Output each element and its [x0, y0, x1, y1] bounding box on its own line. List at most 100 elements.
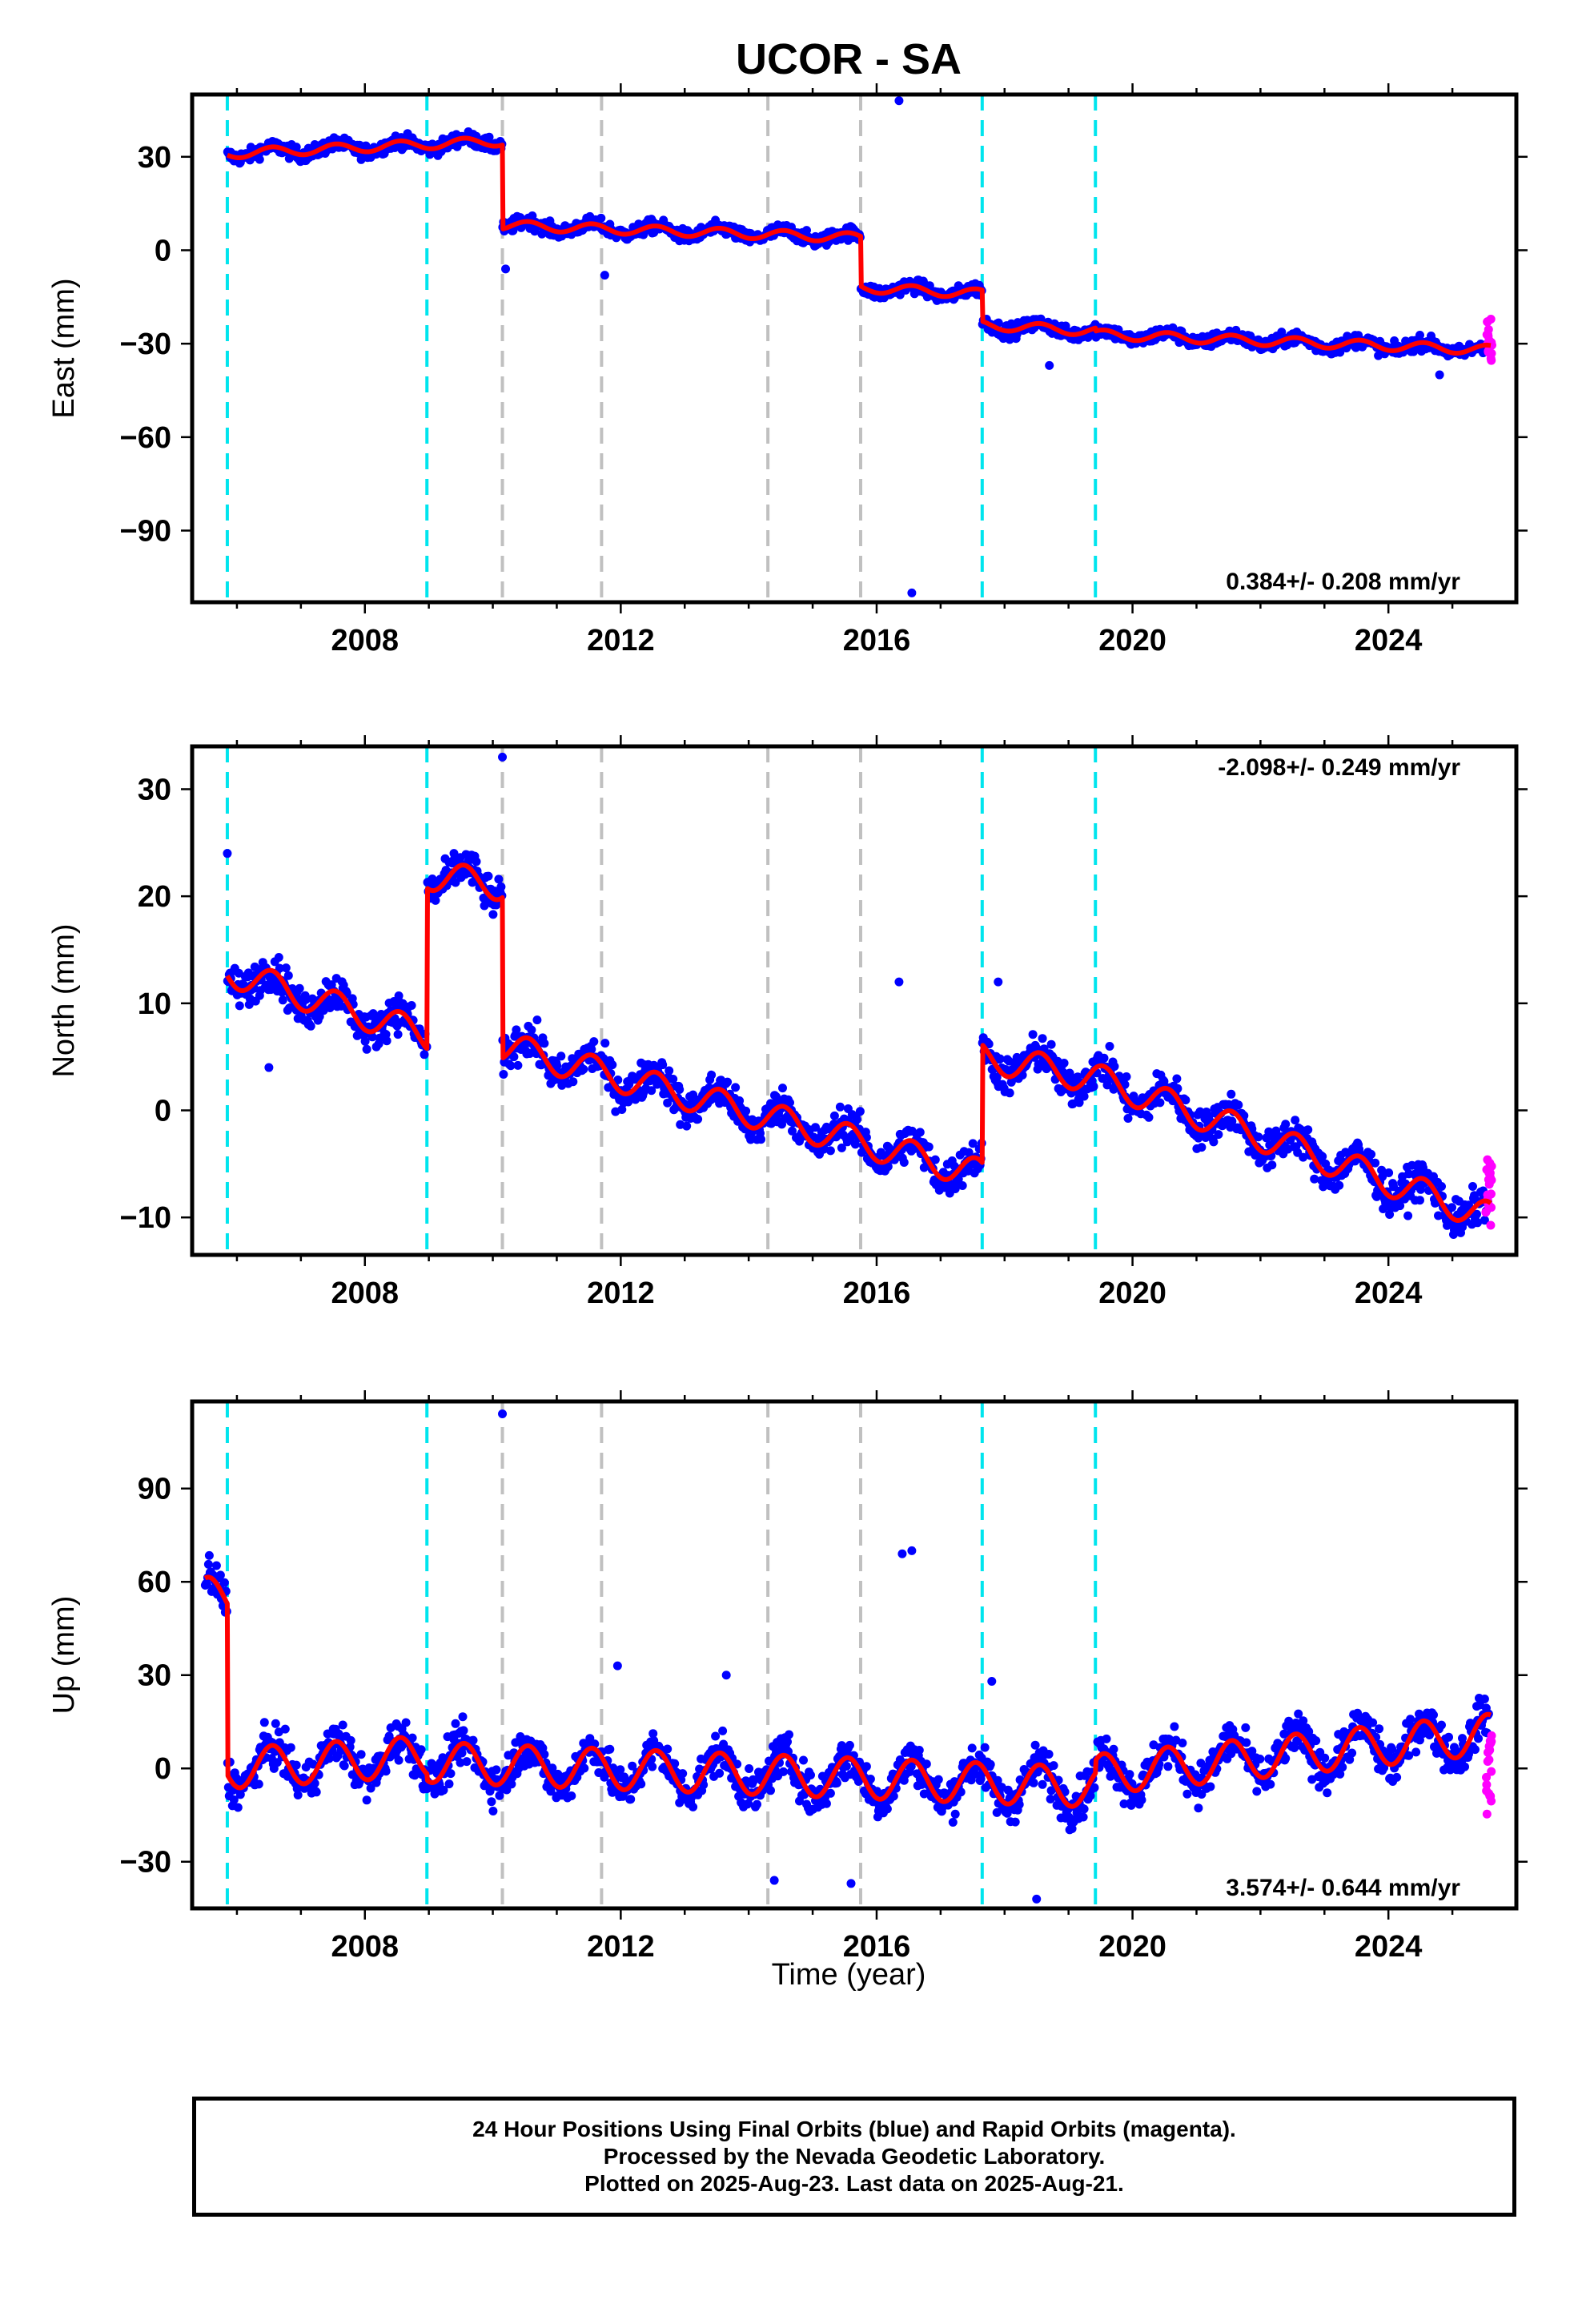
final-orbit-point [1038, 1034, 1047, 1043]
final-orbit-point [259, 1718, 269, 1727]
final-orbit-point [994, 318, 1003, 328]
final-orbit-point [663, 1744, 673, 1754]
x-tick-label: 2020 [1098, 1277, 1166, 1310]
final-orbit-point [1406, 1715, 1415, 1724]
final-orbit-point [980, 1743, 990, 1752]
y-tick-label: 0 [155, 234, 171, 267]
final-orbit-point [741, 1106, 751, 1116]
final-orbit-point [766, 1786, 775, 1795]
final-orbit-point [271, 1719, 280, 1728]
final-orbit-point [301, 995, 311, 1004]
final-orbit-point [295, 983, 304, 993]
final-orbit-point [958, 1181, 967, 1190]
final-orbit-point [203, 1559, 213, 1569]
final-orbit-point [1241, 1723, 1251, 1732]
final-orbit-point [986, 1759, 995, 1769]
final-orbit-point [1267, 1160, 1277, 1170]
final-orbit-point [393, 1030, 403, 1039]
final-orbit-point [1480, 1695, 1489, 1703]
chart-title: UCOR - SA [736, 35, 962, 83]
final-orbit-point [1044, 1750, 1054, 1759]
outlier-point [1032, 1894, 1042, 1904]
final-orbit-points [223, 752, 1493, 1239]
outlier-point [907, 588, 917, 597]
final-orbit-point [431, 895, 440, 905]
final-orbit-point [821, 1799, 831, 1808]
x-tick-label: 2012 [587, 1277, 655, 1310]
final-orbit-point [1338, 1763, 1347, 1772]
rapid-orbit-points [1482, 315, 1496, 365]
final-orbit-point [1444, 1732, 1453, 1742]
final-orbit-point [1182, 1789, 1192, 1799]
rapid-orbit-point [1487, 1767, 1496, 1776]
final-orbit-point [499, 1070, 508, 1079]
final-orbit-point [255, 155, 264, 164]
final-orbit-point [852, 1115, 861, 1124]
final-orbit-point [509, 1052, 519, 1062]
final-orbit-points [200, 1409, 1493, 1904]
final-orbit-point [1311, 1736, 1321, 1746]
final-orbit-point [950, 1809, 960, 1819]
final-orbit-point [278, 995, 287, 1005]
final-orbit-point [1347, 1748, 1357, 1758]
final-orbit-point [921, 1759, 931, 1769]
final-orbit-point [689, 1090, 698, 1100]
rate-annotation: 0.384+/- 0.208 mm/yr [1226, 569, 1460, 595]
final-orbit-point [841, 1762, 851, 1771]
final-orbit-point [293, 1791, 303, 1799]
outlier-point [498, 1409, 508, 1419]
final-orbit-point [899, 1158, 909, 1167]
final-orbit-point [459, 1726, 468, 1735]
rapid-orbit-point [1484, 332, 1493, 341]
final-orbit-point [658, 1060, 668, 1070]
final-orbit-point [204, 1550, 214, 1560]
final-orbit-point [636, 1779, 646, 1789]
final-orbit-point [1172, 1074, 1182, 1084]
final-orbit-point [235, 1001, 244, 1011]
final-orbit-point [458, 1712, 468, 1722]
final-orbit-point [311, 1787, 321, 1797]
final-orbit-point [567, 1791, 576, 1800]
final-orbit-point [669, 1075, 678, 1084]
final-orbit-point [356, 1750, 366, 1759]
final-orbit-point [967, 1743, 977, 1753]
final-orbit-point [778, 1084, 787, 1093]
x-tick-label: 2024 [1355, 624, 1423, 657]
final-orbit-point [472, 857, 481, 866]
final-orbit-point [1010, 1817, 1020, 1827]
final-orbit-point [1178, 1739, 1187, 1747]
final-orbit-point [1137, 1795, 1146, 1805]
plot-area-up [200, 1401, 1496, 1908]
outlier-point [907, 1546, 917, 1555]
final-orbit-point [1403, 1211, 1413, 1220]
rapid-orbit-point [1482, 1809, 1492, 1819]
outlier-point [721, 1671, 731, 1680]
final-orbit-point [1059, 1059, 1069, 1068]
final-orbit-point [707, 1070, 717, 1080]
final-orbit-point [1028, 1030, 1038, 1039]
final-orbit-point [211, 1561, 221, 1570]
y-axis-label: East (mm) [47, 278, 81, 418]
final-orbit-point [1061, 321, 1070, 331]
final-orbit-point [1474, 1734, 1483, 1743]
final-orbit-point [580, 1763, 589, 1773]
plot-area-north [223, 746, 1496, 1255]
final-orbit-point [496, 882, 506, 891]
final-orbit-point [608, 1060, 617, 1070]
rapid-orbit-point [1487, 348, 1496, 358]
model-curve [225, 862, 1493, 1223]
x-axis-label: Time (year) [772, 1958, 926, 1992]
final-orbit-point [254, 1779, 263, 1789]
final-orbit-point [532, 1015, 542, 1025]
final-orbit-point [1437, 1182, 1446, 1191]
final-orbit-point [275, 963, 284, 973]
y-tick-label: −90 [120, 515, 171, 549]
final-orbit-point [845, 1740, 854, 1750]
final-orbit-point [785, 1730, 793, 1739]
rapid-orbit-point [1484, 1175, 1493, 1184]
final-orbit-point [934, 1775, 943, 1784]
final-orbit-point [1109, 1744, 1118, 1754]
final-orbit-point [825, 1788, 835, 1798]
